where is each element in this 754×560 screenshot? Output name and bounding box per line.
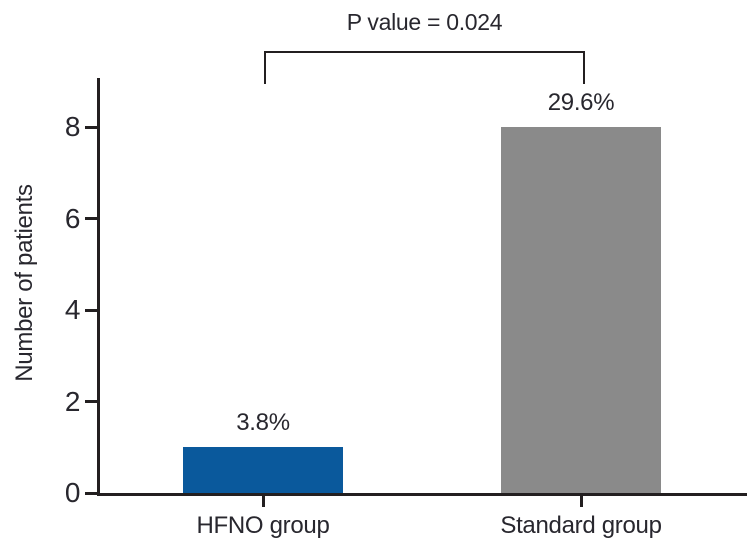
y-axis-line <box>97 78 100 496</box>
y-tick-label: 0 <box>64 477 81 508</box>
y-tick-label: 4 <box>64 294 81 325</box>
x-tick-mark <box>261 496 265 507</box>
y-tick-label: 2 <box>64 385 81 417</box>
x-category-label-standard-group: Standard group <box>500 512 662 539</box>
y-axis-title: Number of patients <box>11 184 38 382</box>
y-tick-label: 6 <box>64 202 81 234</box>
bar-hfno-group <box>183 447 343 493</box>
bar-standard-group <box>501 127 661 493</box>
significance-bracket <box>264 51 585 84</box>
y-tick-mark <box>85 125 99 129</box>
p-value-annotation: P value = 0.024 <box>346 9 503 35</box>
x-category-label-hfno-group: HFNO group <box>196 512 330 539</box>
y-tick-label: 8 <box>64 111 81 142</box>
y-tick-mark <box>85 491 99 495</box>
y-tick-mark <box>85 308 99 312</box>
bar-value-label-hfno-group: 3.8% <box>236 409 290 437</box>
y-tick-mark <box>85 217 99 220</box>
x-tick-mark <box>579 496 583 507</box>
bar-value-label-standard-group: 29.6% <box>547 89 615 116</box>
x-axis-line <box>97 493 747 496</box>
y-tick-mark <box>85 400 99 403</box>
